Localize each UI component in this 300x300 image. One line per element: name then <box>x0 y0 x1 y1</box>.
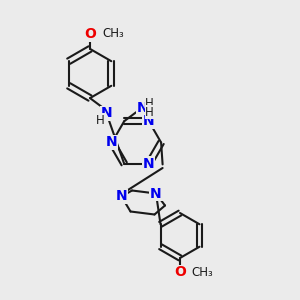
Text: N: N <box>136 101 148 115</box>
Text: N: N <box>116 190 127 203</box>
Text: N: N <box>101 106 112 120</box>
Text: H: H <box>145 106 154 119</box>
Text: CH₃: CH₃ <box>103 27 124 40</box>
Text: CH₃: CH₃ <box>191 266 213 279</box>
Text: O: O <box>84 27 96 41</box>
Text: N: N <box>143 157 154 171</box>
Text: N: N <box>106 136 118 149</box>
Text: N: N <box>150 187 162 200</box>
Text: H: H <box>145 97 154 110</box>
Text: H: H <box>95 113 104 127</box>
Text: N: N <box>143 114 154 128</box>
Text: O: O <box>174 266 186 279</box>
